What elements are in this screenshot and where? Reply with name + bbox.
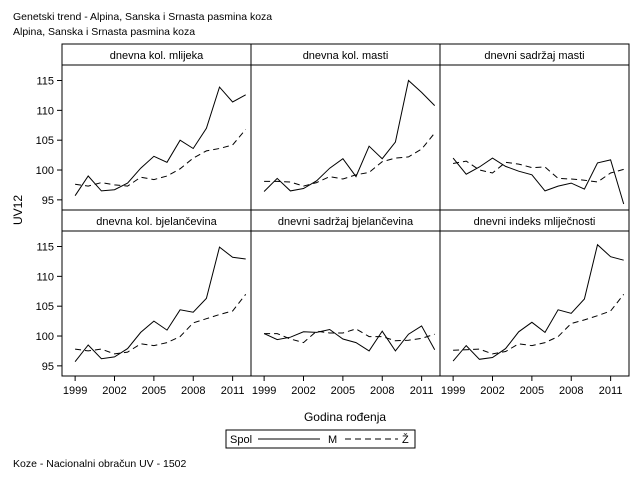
- panel-3-series-m-line: [452, 157, 625, 205]
- panel-1-frame: [61, 64, 252, 211]
- y-tick-label: 110: [36, 105, 54, 117]
- x-tick-label: 2002: [480, 385, 504, 397]
- x-tick-label: 2008: [370, 385, 394, 397]
- x-tick-label: 2011: [410, 385, 434, 397]
- x-tick-label: 2002: [102, 385, 126, 397]
- panel-4-series-z-line: [75, 293, 247, 355]
- x-tick-label: 2005: [142, 385, 166, 397]
- panel-6-series-m-line: [452, 243, 624, 362]
- y-tick-label: 115: [36, 76, 54, 88]
- panel-2-series-m-line: [263, 79, 436, 192]
- y-tick-label: 100: [36, 331, 54, 343]
- y-tick-label: 105: [36, 135, 54, 147]
- x-tick-label: 1999: [252, 385, 276, 397]
- x-tick-label: 2002: [291, 385, 315, 397]
- panel-4-title: dnevna kol. bjelančevina: [96, 216, 217, 228]
- y-tick-label: 100: [36, 165, 54, 177]
- panel-2-series-z-line: [264, 132, 436, 187]
- panel-2-frame: [250, 64, 441, 211]
- chart-title: Genetski trend - Alpina, Sanska i Srnast…: [13, 11, 273, 23]
- chart-subtitle: Alpina, Sanska i Srnasta pasmina koza: [13, 26, 196, 38]
- panel-5-series-z-line: [264, 328, 435, 344]
- panel-4-frame: [61, 230, 252, 377]
- y-tick-label: 110: [36, 271, 54, 283]
- x-tick-label: 1999: [63, 385, 87, 397]
- panel-5-series-m-line: [263, 325, 436, 352]
- x-tick-label: 2005: [331, 385, 355, 397]
- panel-6-frame: [439, 230, 630, 377]
- x-tick-label: 2008: [181, 385, 205, 397]
- legend-z-label: Ž: [402, 433, 409, 446]
- x-tick-label: 2011: [221, 385, 245, 397]
- x-tick-label: 1999: [441, 385, 465, 397]
- panel-5-frame: [250, 230, 441, 377]
- y-tick-label: 115: [36, 242, 54, 254]
- panel-3-frame: [439, 64, 630, 211]
- panel-1-series-m-line: [74, 86, 246, 196]
- panel-1-series-z-line: [75, 129, 247, 187]
- panel-4-series-m-line: [74, 246, 246, 363]
- panel-1-title: dnevna kol. mlijeka: [110, 50, 204, 62]
- panel-2-title: dnevna kol. masti: [303, 50, 389, 62]
- x-tick-label: 2005: [520, 385, 544, 397]
- panel-3-series-z-line: [453, 160, 624, 183]
- x-axis-title: Godina rođenja: [304, 410, 386, 424]
- panel-3-title: dnevni sadržaj masti: [484, 50, 584, 62]
- x-tick-label: 2008: [559, 385, 583, 397]
- y-tick-label: 95: [42, 361, 54, 373]
- legend-box: [225, 429, 416, 449]
- legend-title: Spol: [230, 434, 252, 446]
- panel-6-title: dnevni indeks mliječnosti: [474, 216, 596, 228]
- y-axis-title: UV12: [11, 195, 25, 225]
- y-tick-label: 95: [42, 195, 54, 207]
- legend-m-label: M: [328, 434, 337, 446]
- y-tick-label: 105: [36, 301, 54, 313]
- chart-footnote: Koze - Nacionalni obračun UV - 1502: [13, 458, 187, 470]
- x-tick-label: 2011: [599, 385, 623, 397]
- panel-5-title: dnevni sadržaj bjelančevina: [278, 216, 414, 228]
- panel-6-series-z-line: [453, 293, 625, 355]
